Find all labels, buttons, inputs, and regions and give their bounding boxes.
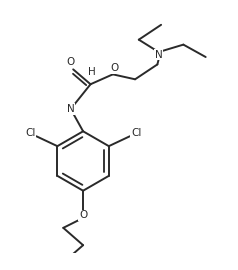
Text: N: N [67,104,74,114]
Text: N: N [155,49,163,59]
Text: H: H [88,67,96,77]
Text: O: O [67,57,75,67]
Text: O: O [110,63,118,73]
Text: Cl: Cl [131,127,141,137]
Text: O: O [79,211,87,221]
Text: Cl: Cl [25,127,35,137]
